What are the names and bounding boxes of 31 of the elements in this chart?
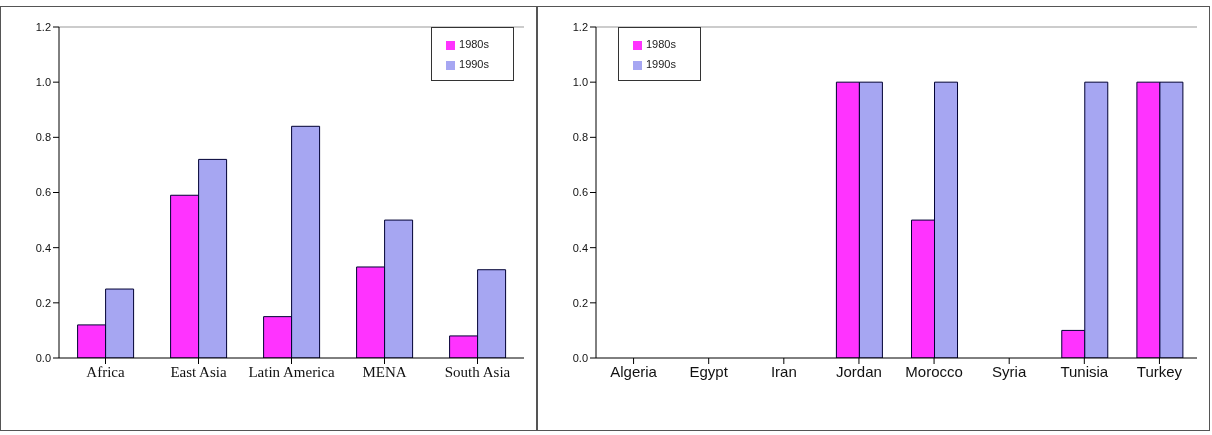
y-tick-label: 0.4 [35, 241, 51, 254]
y-tick-label: 1.0 [35, 76, 51, 89]
y-tick-label: 1.0 [572, 76, 588, 89]
x-tick-label: Tunisia [1060, 362, 1109, 380]
legend-label: 1980s [646, 38, 676, 50]
legend-label: 1990s [459, 58, 489, 70]
y-tick-label: 0.2 [35, 296, 51, 309]
x-tick-label: Jordan [836, 362, 882, 380]
x-tick-label: Iran [770, 362, 797, 380]
y-tick-label: 1.2 [572, 20, 588, 33]
y-tick-label: 0.8 [35, 131, 51, 144]
y-tick-label: 0.6 [35, 186, 51, 199]
y-tick-label: 0.0 [572, 351, 588, 364]
y-tick-label: 1.2 [35, 20, 51, 33]
x-tick-label: Turkey [1136, 362, 1183, 380]
x-tick-label: MENA [362, 363, 407, 380]
x-tick-label: Latin America [248, 363, 335, 380]
y-tick-label: 0.8 [572, 131, 588, 144]
legend-label: 1990s [646, 58, 676, 70]
x-tick-label: Egypt [689, 362, 729, 380]
x-tick-label: South Asia [444, 363, 511, 380]
y-tick-label: 0.0 [35, 351, 51, 364]
y-tick-label: 0.2 [572, 296, 588, 309]
legend-label: 1980s [459, 38, 489, 50]
x-tick-label: Syria [992, 362, 1027, 380]
x-tick-label: Algeria [610, 362, 658, 380]
x-tick-label: Morocco [905, 362, 963, 380]
y-tick-label: 0.6 [572, 186, 588, 199]
x-tick-label: East Asia [170, 363, 227, 380]
y-tick-label: 0.4 [572, 241, 588, 254]
x-tick-label: Africa [86, 363, 125, 380]
